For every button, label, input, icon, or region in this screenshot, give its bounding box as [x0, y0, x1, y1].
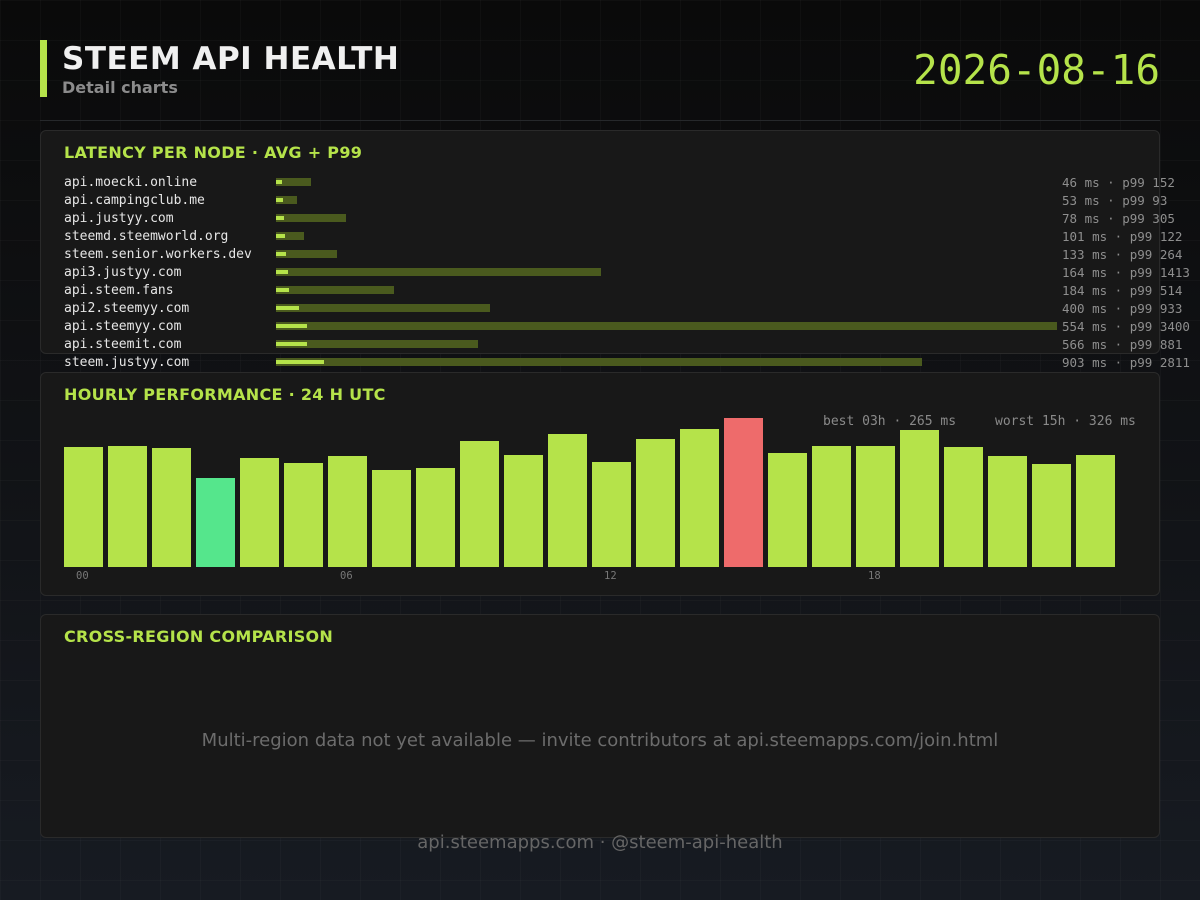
latency-value: 53 ms · p99 93	[1062, 193, 1168, 208]
best-hour-label: best 03h · 265 ms	[823, 414, 957, 429]
p99-bar	[276, 286, 394, 294]
hour-bar-12	[592, 462, 631, 567]
hour-bar-11	[548, 434, 587, 567]
p99-bar	[276, 232, 304, 240]
p99-bar	[276, 304, 490, 312]
footer-text: api.steemapps.com · @steem-api-health	[417, 832, 783, 853]
avg-bar	[276, 252, 286, 256]
hourly-panel-title: HOURLY PERFORMANCE · 24 H UTC	[64, 385, 386, 404]
latency-row: api.steemyy.com 554 ms · p99 3400	[0, 318, 1200, 336]
hour-bar-06	[328, 456, 367, 567]
header-divider	[40, 120, 1160, 121]
latency-value: 566 ms · p99 881	[1062, 337, 1183, 352]
worst-hour-label: worst 15h · 326 ms	[995, 414, 1136, 429]
hour-bar-07	[372, 470, 411, 567]
hour-tick-label: 06	[340, 570, 353, 582]
node-name: api.steemyy.com	[64, 319, 182, 334]
latency-panel: LATENCY PER NODE · AVG + P99	[40, 130, 1160, 354]
hour-bar-19	[900, 430, 939, 567]
hour-bar-05	[284, 463, 323, 567]
header-accent-bar	[40, 40, 47, 97]
latency-row: api.moecki.online 46 ms · p99 152	[0, 174, 1200, 192]
hour-bar-00	[64, 447, 103, 567]
hour-tick-label: 18	[868, 570, 881, 582]
latency-row: api.justyy.com 78 ms · p99 305	[0, 210, 1200, 228]
hour-bar-03	[196, 478, 235, 567]
node-name: api.moecki.online	[64, 175, 198, 190]
latency-row: steem.senior.workers.dev 133 ms · p99 264	[0, 246, 1200, 264]
latency-row: api.steem.fans 184 ms · p99 514	[0, 282, 1200, 300]
node-name: api2.steemyy.com	[64, 301, 190, 316]
p99-bar	[276, 178, 311, 186]
avg-bar	[276, 306, 299, 310]
latency-value: 554 ms · p99 3400	[1062, 319, 1190, 334]
region-panel: CROSS-REGION COMPARISON	[40, 614, 1160, 838]
hour-bar-09	[460, 441, 499, 567]
hour-tick-label: 00	[76, 570, 89, 582]
latency-value: 164 ms · p99 1413	[1062, 265, 1190, 280]
latency-row: api.campingclub.me 53 ms · p99 93	[0, 192, 1200, 210]
latency-panel-title: LATENCY PER NODE · AVG + P99	[64, 143, 363, 162]
node-name: api.justyy.com	[64, 211, 174, 226]
latency-value: 400 ms · p99 933	[1062, 301, 1183, 316]
hour-bar-14	[680, 429, 719, 567]
p99-bar	[276, 340, 478, 348]
hour-bar-04	[240, 458, 279, 567]
region-empty-message: Multi-region data not yet available — in…	[201, 730, 999, 751]
hour-bar-16	[768, 453, 807, 567]
avg-bar	[276, 324, 307, 328]
avg-bar	[276, 360, 324, 364]
hour-bar-01	[108, 446, 147, 567]
node-name: steemd.steemworld.org	[64, 229, 229, 244]
latency-value: 78 ms · p99 305	[1062, 211, 1175, 226]
hour-bar-23	[1076, 455, 1115, 567]
report-date: 2026-08-16	[913, 46, 1160, 94]
hour-bar-18	[856, 446, 895, 567]
latency-row: api.steemit.com 566 ms · p99 881	[0, 336, 1200, 354]
node-name: api.steemit.com	[64, 337, 182, 352]
p99-bar	[276, 358, 922, 366]
hour-bar-15	[724, 418, 763, 567]
hour-bar-02	[152, 448, 191, 567]
hour-bar-10	[504, 455, 543, 567]
latency-value: 903 ms · p99 2811	[1062, 355, 1190, 370]
hour-bar-22	[1032, 464, 1071, 567]
avg-bar	[276, 342, 307, 346]
hour-bar-17	[812, 446, 851, 567]
latency-value: 184 ms · p99 514	[1062, 283, 1183, 298]
page-subtitle: Detail charts	[62, 78, 178, 97]
avg-bar	[276, 216, 284, 220]
node-name: api3.justyy.com	[64, 265, 182, 280]
avg-bar	[276, 270, 288, 274]
latency-row: api2.steemyy.com 400 ms · p99 933	[0, 300, 1200, 318]
hour-bar-20	[944, 447, 983, 567]
node-name: steem.justyy.com	[64, 355, 190, 370]
latency-row: api3.justyy.com 164 ms · p99 1413	[0, 264, 1200, 282]
hour-bar-13	[636, 439, 675, 567]
node-name: api.steem.fans	[64, 283, 174, 298]
latency-value: 133 ms · p99 264	[1062, 247, 1183, 262]
latency-row: steemd.steemworld.org 101 ms · p99 122	[0, 228, 1200, 246]
avg-bar	[276, 288, 289, 292]
avg-bar	[276, 198, 283, 202]
latency-value: 46 ms · p99 152	[1062, 175, 1175, 190]
region-panel-title: CROSS-REGION COMPARISON	[64, 627, 334, 646]
p99-bar	[276, 214, 346, 222]
page-title: STEEM API HEALTH	[62, 41, 400, 77]
avg-bar	[276, 180, 282, 184]
p99-bar	[276, 250, 337, 258]
node-name: api.campingclub.me	[64, 193, 205, 208]
hour-tick-label: 12	[604, 570, 617, 582]
latency-row: steem.justyy.com 903 ms · p99 2811	[0, 354, 1200, 372]
p99-bar	[276, 196, 297, 204]
hour-bar-08	[416, 468, 455, 567]
latency-value: 101 ms · p99 122	[1062, 229, 1183, 244]
avg-bar	[276, 234, 285, 238]
hour-bar-21	[988, 456, 1027, 567]
node-name: steem.senior.workers.dev	[64, 247, 252, 262]
p99-bar	[276, 268, 601, 276]
p99-bar	[276, 322, 1057, 330]
